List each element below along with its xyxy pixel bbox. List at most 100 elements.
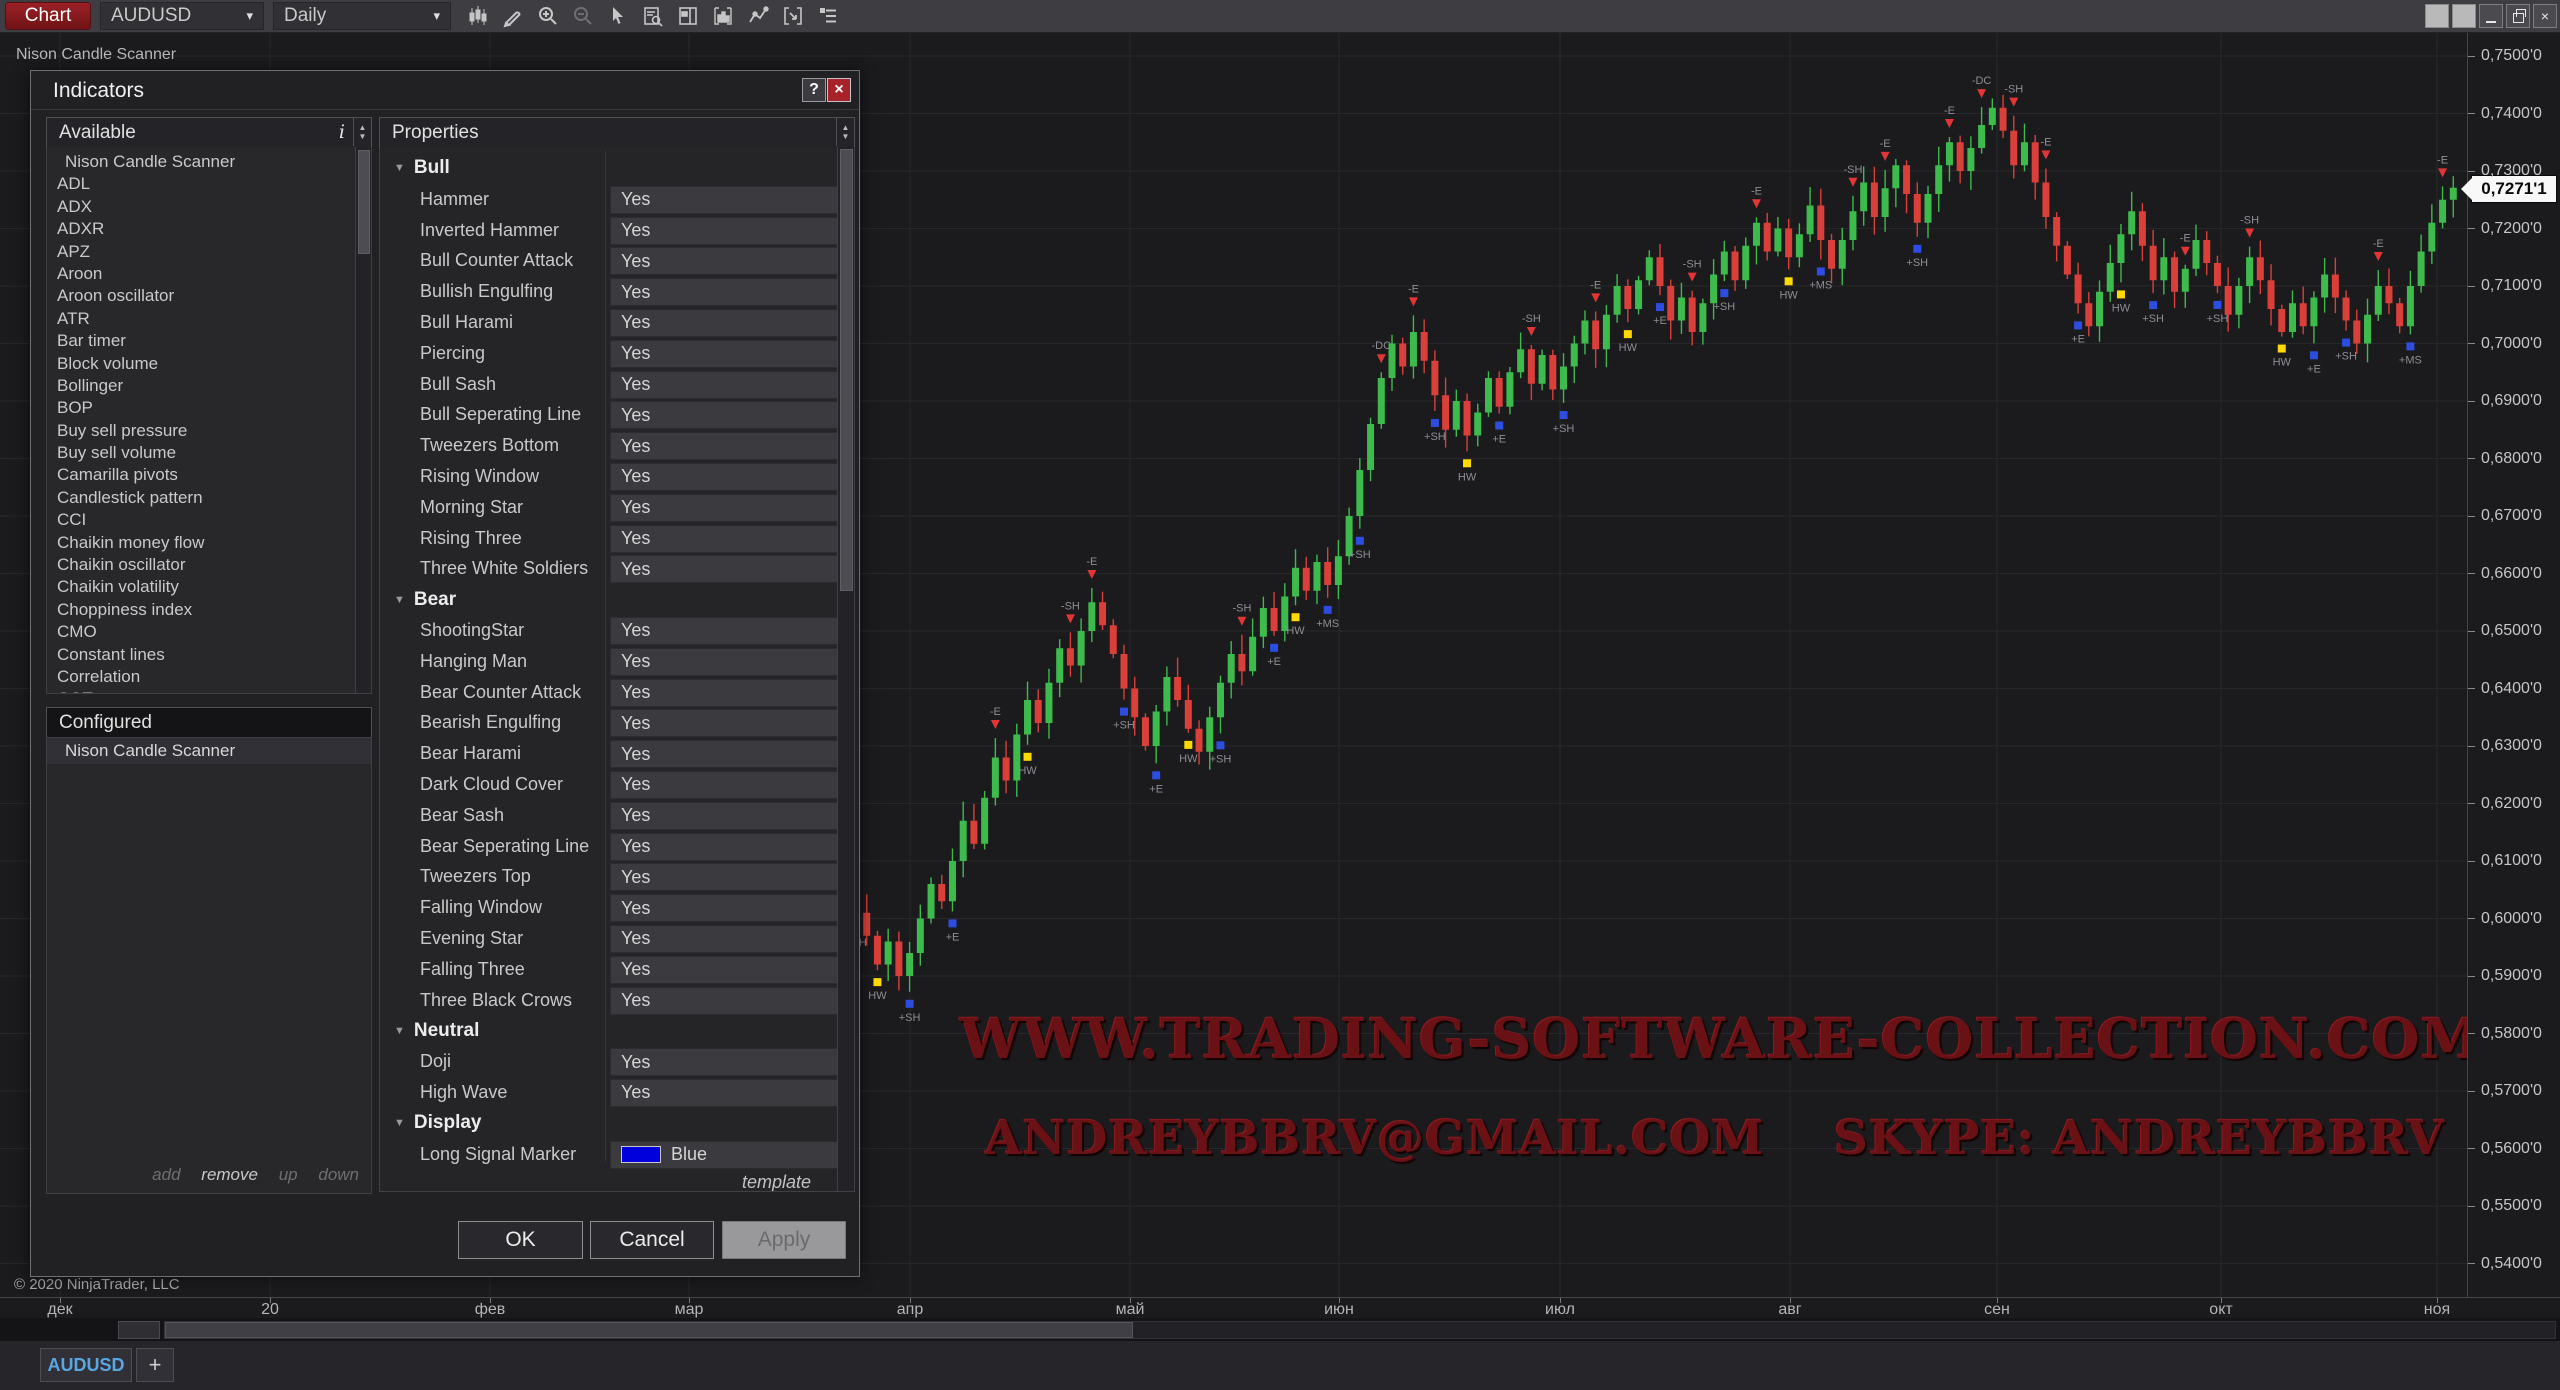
available-item[interactable]: Buy sell volume [57,443,177,463]
available-item[interactable]: Correlation [57,666,141,686]
section-header-bear[interactable]: ▼ Bear [380,584,837,615]
info-icon[interactable]: i [338,121,345,143]
property-value-dropdown[interactable]: Yes▾ [610,555,854,584]
template-link[interactable]: template [741,1172,811,1192]
property-value-dropdown[interactable]: Yes▾ [610,770,854,799]
scrollbar-thumb[interactable] [165,1322,1133,1338]
properties-list-icon[interactable] [815,3,841,29]
close-button[interactable]: × [2533,4,2557,28]
down-link[interactable]: down [318,1165,359,1184]
available-item[interactable]: Nison Candle Scanner [65,152,236,171]
property-value-dropdown[interactable]: Yes▾ [610,740,854,769]
time-axis[interactable]: дек 20 фев мар апр май июн июл авг сен окт ноя [0,1297,2560,1319]
property-value-dropdown[interactable]: Yes▾ [610,832,854,861]
configured-item[interactable]: Nison Candle Scanner [47,738,371,764]
collapse-triangle-icon[interactable]: ▼ [394,593,405,606]
up-link[interactable]: up [278,1165,298,1184]
available-item[interactable]: Bar timer [57,331,126,351]
zoom-in-icon[interactable] [535,3,561,29]
configured-header[interactable]: Configured [46,707,372,739]
indicators-panel-icon[interactable] [710,3,736,29]
property-value-dropdown[interactable]: Yes▾ [610,247,854,276]
scroll-down-icon[interactable]: ▼ [841,131,850,141]
property-value-dropdown[interactable]: Blue▾ [610,1140,854,1169]
available-item[interactable]: ADXR [57,219,105,239]
configured-list[interactable]: Nison Candle Scanner add remove up down [46,737,372,1194]
property-value-dropdown[interactable]: Yes▾ [610,1078,854,1107]
available-item[interactable]: ADX [57,196,92,216]
property-value-dropdown[interactable]: Yes▾ [610,801,854,830]
chart-trader-icon[interactable] [675,3,701,29]
drawing-tools-icon[interactable] [500,3,526,29]
scrollbar-thumb[interactable] [358,150,370,254]
collapse-triangle-icon[interactable]: ▼ [394,1024,405,1037]
section-header-bull[interactable]: ▼ Bull [380,153,837,184]
price-axis[interactable]: 0,7271'1 0,7500'0 0,7400'0 0,7300'0 0,7200'… [2461,32,2560,1297]
region-select-icon[interactable] [780,3,806,29]
property-value-dropdown[interactable]: Yes▾ [610,986,854,1015]
scrollbar-left-button[interactable] [118,1321,160,1339]
period-dropdown[interactable]: Daily ▾ [273,2,451,30]
available-item[interactable]: Aroon oscillator [57,286,175,306]
data-box-icon[interactable] [640,3,666,29]
section-header-neutral[interactable]: ▼ Neutral [380,1015,837,1046]
property-value-dropdown[interactable]: Yes▾ [610,955,854,984]
scrollbar-track[interactable] [164,1321,2556,1339]
property-value-dropdown[interactable]: Yes▾ [610,278,854,307]
available-item[interactable]: Choppiness index [57,599,193,619]
available-item[interactable]: Chaikin volatility [57,577,179,597]
panel-button[interactable] [2425,4,2449,28]
property-value-dropdown[interactable]: Yes▾ [610,894,854,923]
scroll-up-icon[interactable]: ▲ [358,122,367,132]
property-value-dropdown[interactable]: Yes▾ [610,216,854,245]
property-value-dropdown[interactable]: Yes▾ [610,432,854,461]
available-scrollbar[interactable] [355,147,371,693]
dialog-titlebar[interactable]: Indicators ? × [31,71,859,110]
property-value-dropdown[interactable]: Yes▾ [610,924,854,953]
available-item[interactable]: Buy sell pressure [57,420,188,440]
available-item[interactable]: BOP [57,398,93,418]
available-item[interactable]: CMO [57,622,97,642]
available-item[interactable]: CCI [57,510,87,530]
property-value-dropdown[interactable]: Yes▾ [610,863,854,892]
property-value-dropdown[interactable]: Yes▾ [610,647,854,676]
dialog-close-button[interactable]: × [827,78,851,102]
panel-button[interactable] [2452,4,2476,28]
scroll-up-icon[interactable]: ▲ [841,122,850,132]
available-item[interactable]: Chaikin money flow [57,532,205,552]
available-item[interactable]: Candlestick pattern [57,487,203,507]
available-item[interactable]: Camarilla pivots [57,465,178,485]
chart-style-icon[interactable] [465,3,491,29]
available-item[interactable]: Block volume [57,353,159,373]
properties-scroll-spinner[interactable]: ▲ ▼ [836,118,854,146]
instrument-dropdown[interactable]: AUDUSD ▾ [100,2,264,30]
property-value-dropdown[interactable]: Yes▾ [610,339,854,368]
property-value-dropdown[interactable]: Yes▾ [610,462,854,491]
restore-button[interactable] [2506,4,2530,28]
collapse-triangle-icon[interactable]: ▼ [394,1117,405,1130]
chart-menu-button[interactable]: Chart [5,2,91,30]
property-value-dropdown[interactable]: Yes▾ [610,616,854,645]
available-item[interactable]: ADL [57,174,91,194]
scroll-down-icon[interactable]: ▼ [358,131,367,141]
apply-button[interactable]: Apply [722,1221,846,1259]
collapse-triangle-icon[interactable]: ▼ [394,162,405,175]
available-list[interactable]: Nison Candle Scanner ADL ADX ADXR APZ Aroon Ar… [46,147,372,694]
available-item[interactable]: Aroon [57,263,103,283]
minimize-button[interactable] [2479,4,2503,28]
available-item[interactable]: Constant lines [57,644,165,664]
scrollbar-thumb[interactable] [840,149,853,591]
tab-audusd[interactable]: AUDUSD [40,1348,132,1382]
property-value-dropdown[interactable]: Yes▾ [610,1048,854,1077]
available-scroll-spinner[interactable]: ▲ ▼ [353,118,371,146]
ok-button[interactable]: OK [458,1221,583,1259]
properties-scrollbar[interactable] [837,147,854,1191]
section-header-display[interactable]: ▼ Display [380,1108,837,1139]
help-button[interactable]: ? [802,78,826,102]
property-value-dropdown[interactable]: Yes▾ [610,370,854,399]
property-value-dropdown[interactable]: Yes▾ [610,308,854,337]
cancel-button[interactable]: Cancel [590,1221,714,1259]
property-value-dropdown[interactable]: Yes▾ [610,401,854,430]
property-value-dropdown[interactable]: Yes▾ [610,678,854,707]
